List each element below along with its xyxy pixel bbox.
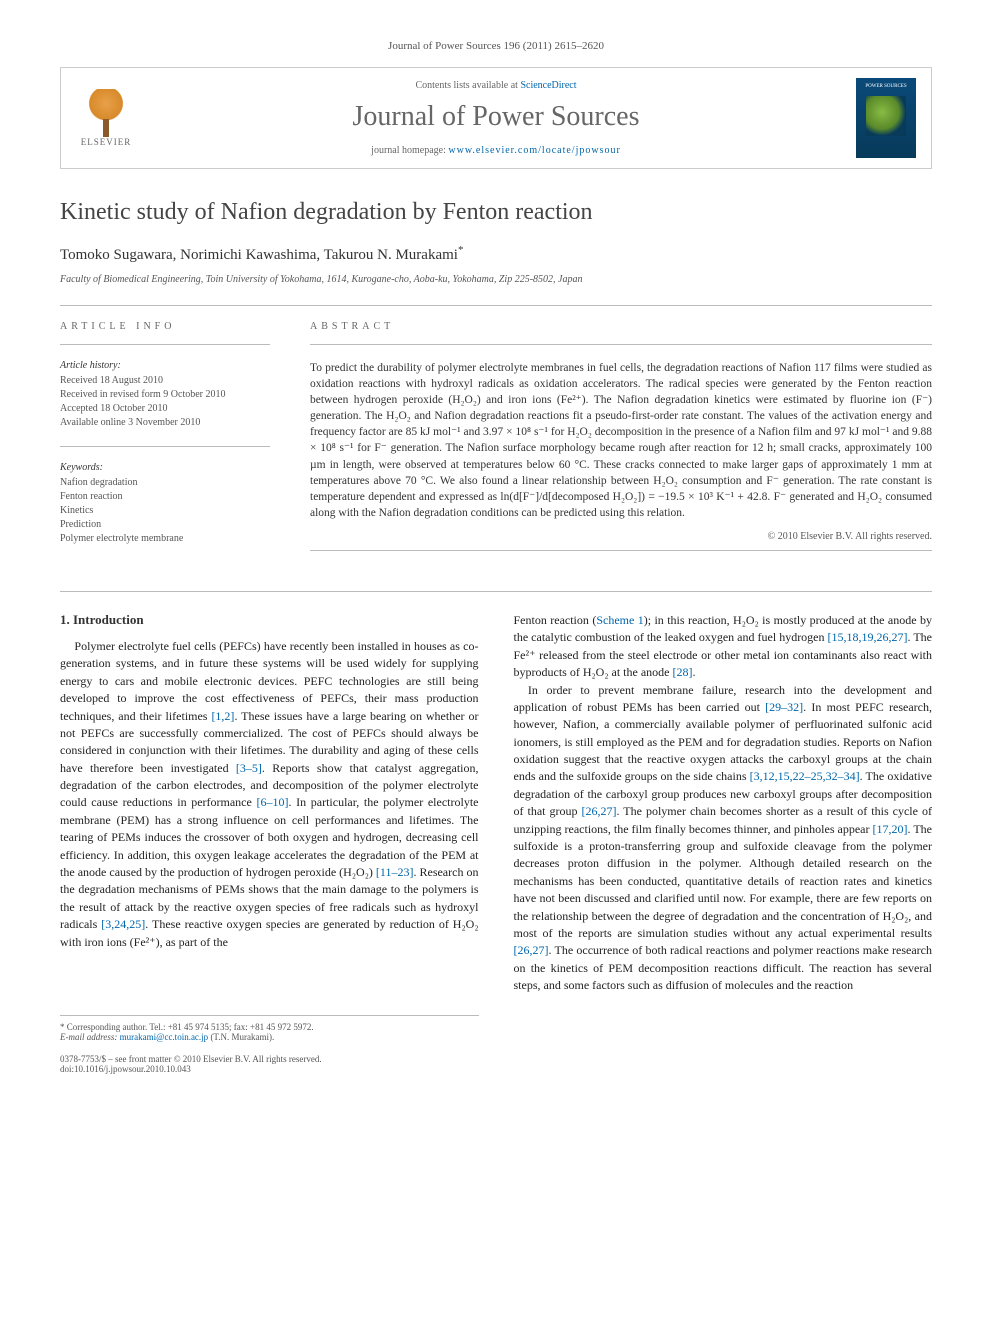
body-column-right: Fenton reaction (Scheme 1); in this reac… <box>514 612 933 995</box>
keyword: Polymer electrolyte membrane <box>60 532 270 546</box>
email-link[interactable]: murakami@cc.toin.ac.jp <box>120 1032 209 1042</box>
history-heading: Article history: <box>60 360 270 371</box>
journal-cover-thumbnail: POWER SOURCES <box>856 78 916 158</box>
authors-line: Tomoko Sugawara, Norimichi Kawashima, Ta… <box>60 244 932 264</box>
cover-graphic-icon <box>866 96 906 136</box>
abstract-copyright: © 2010 Elsevier B.V. All rights reserved… <box>310 531 932 542</box>
body-paragraph: Fenton reaction (Scheme 1); in this reac… <box>514 612 933 995</box>
footer-doi: doi:10.1016/j.jpowsour.2010.10.043 <box>60 1064 932 1074</box>
publisher-name: ELSEVIER <box>81 137 132 147</box>
divider <box>60 344 270 345</box>
body-column-left: 1. Introduction Polymer electrolyte fuel… <box>60 612 479 995</box>
body-columns: 1. Introduction Polymer electrolyte fuel… <box>60 612 932 995</box>
homepage-line: journal homepage: www.elsevier.com/locat… <box>156 145 836 156</box>
history-line: Received 18 August 2010 <box>60 374 270 388</box>
journal-citation: Journal of Power Sources 196 (2011) 2615… <box>60 40 932 52</box>
abstract-text: To predict the durability of polymer ele… <box>310 360 932 521</box>
info-section-label: ARTICLE INFO <box>60 321 270 332</box>
cover-title: POWER SOURCES <box>865 84 906 90</box>
footnotes: * Corresponding author. Tel.: +81 45 974… <box>60 1015 479 1042</box>
affiliation: Faculty of Biomedical Engineering, Toin … <box>60 274 932 285</box>
history-line: Accepted 18 October 2010 <box>60 402 270 416</box>
authors-names: Tomoko Sugawara, Norimichi Kawashima, Ta… <box>60 247 458 263</box>
homepage-link[interactable]: www.elsevier.com/locate/jpowsour <box>448 145 620 156</box>
paragraph-text: In order to prevent membrane failure, re… <box>514 682 933 995</box>
history-line: Available online 3 November 2010 <box>60 416 270 430</box>
divider <box>60 591 932 592</box>
keyword: Kinetics <box>60 504 270 518</box>
keyword: Nafion degradation <box>60 476 270 490</box>
keyword: Prediction <box>60 518 270 532</box>
journal-header: ELSEVIER Contents lists available at Sci… <box>60 67 932 169</box>
footer-line-1: 0378-7753/$ – see front matter © 2010 El… <box>60 1054 932 1064</box>
homepage-prefix: journal homepage: <box>371 145 448 156</box>
paragraph-text: Polymer electrolyte fuel cells (PEFCs) h… <box>60 638 479 951</box>
paragraph-text: Fenton reaction (Scheme 1); in this reac… <box>514 612 933 682</box>
article-history-block: Article history: Received 18 August 2010… <box>60 360 270 430</box>
section-heading: 1. Introduction <box>60 612 479 628</box>
page: Journal of Power Sources 196 (2011) 2615… <box>0 0 992 1114</box>
keyword: Fenton reaction <box>60 490 270 504</box>
keywords-heading: Keywords: <box>60 462 270 473</box>
divider <box>60 446 270 447</box>
contents-prefix: Contents lists available at <box>415 80 520 91</box>
body-paragraph: Polymer electrolyte fuel cells (PEFCs) h… <box>60 638 479 951</box>
divider <box>310 344 932 345</box>
header-center: Contents lists available at ScienceDirec… <box>156 80 836 156</box>
keywords-block: Keywords: Nafion degradation Fenton reac… <box>60 462 270 546</box>
journal-name: Journal of Power Sources <box>156 101 836 133</box>
elsevier-tree-icon <box>82 89 130 137</box>
email-line: E-mail address: murakami@cc.toin.ac.jp (… <box>60 1032 479 1042</box>
abstract-column: ABSTRACT To predict the durability of po… <box>310 321 932 566</box>
abstract-section-label: ABSTRACT <box>310 321 932 332</box>
email-label: E-mail address: <box>60 1032 120 1042</box>
contents-available-line: Contents lists available at ScienceDirec… <box>156 80 836 91</box>
page-footer: 0378-7753/$ – see front matter © 2010 El… <box>60 1054 932 1074</box>
corresponding-mark: * <box>458 244 464 256</box>
history-line: Received in revised form 9 October 2010 <box>60 388 270 402</box>
email-suffix: (T.N. Murakami). <box>208 1032 274 1042</box>
corresponding-author-note: * Corresponding author. Tel.: +81 45 974… <box>60 1022 479 1032</box>
divider <box>310 550 932 551</box>
sciencedirect-link[interactable]: ScienceDirect <box>520 80 576 91</box>
article-info-column: ARTICLE INFO Article history: Received 1… <box>60 321 270 566</box>
info-abstract-row: ARTICLE INFO Article history: Received 1… <box>60 321 932 566</box>
publisher-logo: ELSEVIER <box>76 83 136 153</box>
article-title: Kinetic study of Nafion degradation by F… <box>60 199 932 226</box>
divider <box>60 305 932 306</box>
